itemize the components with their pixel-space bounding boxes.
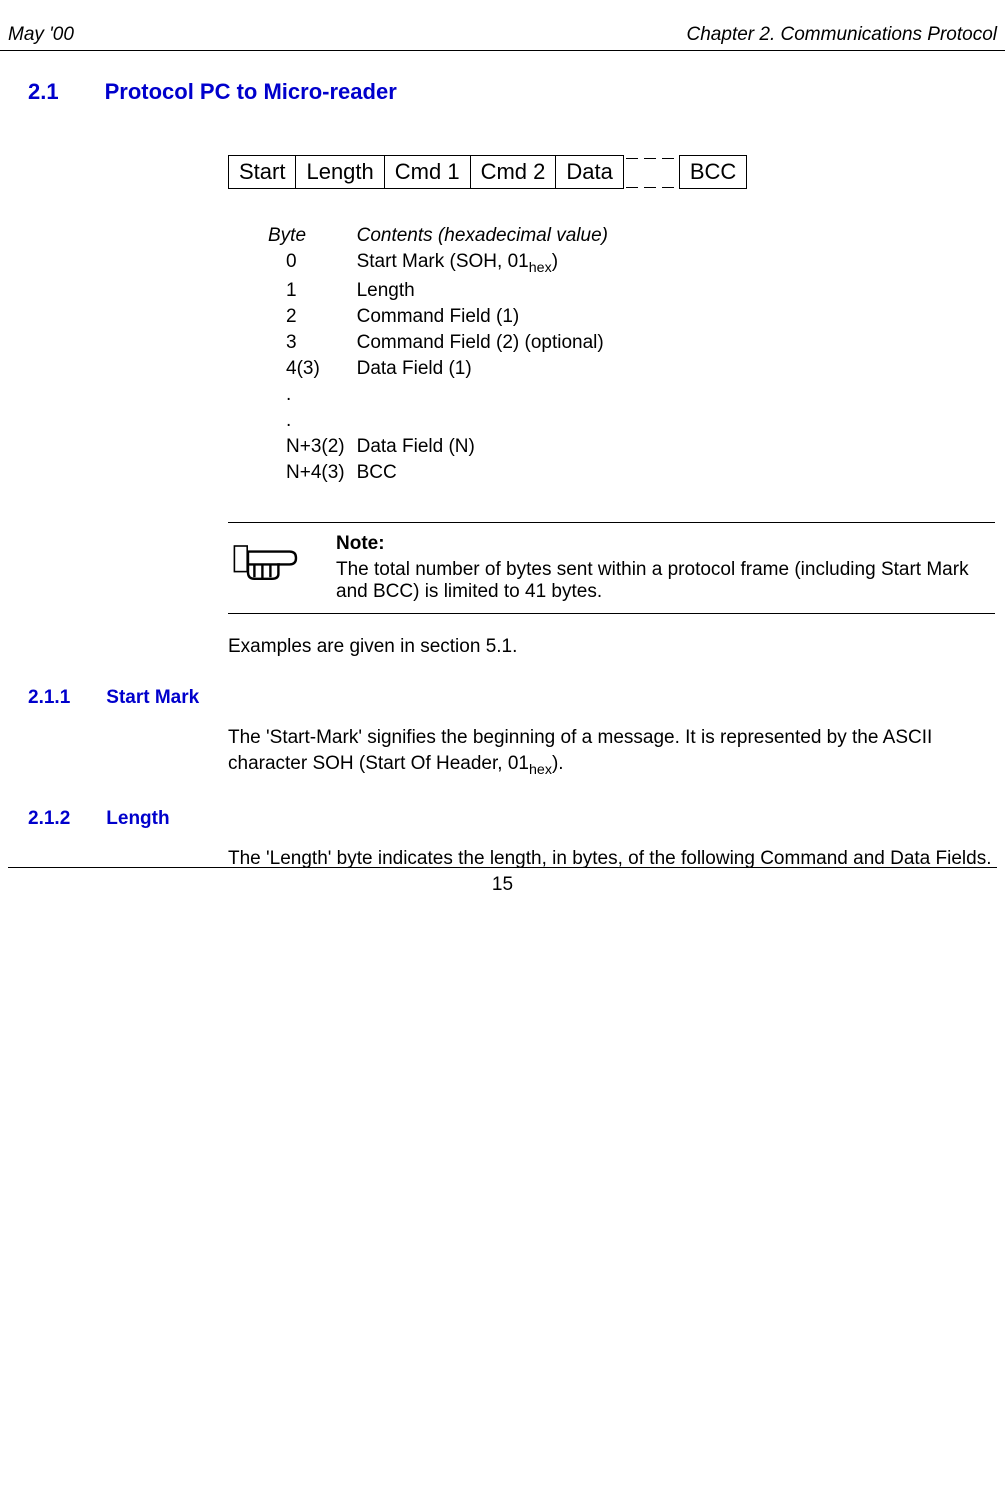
bt-c0: Start Mark (SOH, 01hex) <box>357 249 620 278</box>
bt-c8: BCC <box>357 460 620 486</box>
subsection-211-num: 2.1.1 <box>28 687 70 709</box>
bt-b6: . <box>268 408 357 434</box>
bt-c1: Length <box>357 278 620 304</box>
bt-b3: 3 <box>268 330 357 356</box>
bytetable-head-byte: Byte <box>268 223 357 249</box>
frame-cell-cmd2: Cmd 2 <box>470 155 557 189</box>
note-body: The total number of bytes sent within a … <box>336 559 991 603</box>
page-number: 15 <box>8 867 997 896</box>
frame-cell-length: Length <box>295 155 384 189</box>
examples-text: Examples are given in section 5.1. <box>228 634 995 660</box>
section-title: Protocol PC to Micro-reader <box>105 79 397 105</box>
byte-table: Byte Contents (hexadecimal value) 0 Star… <box>268 223 620 486</box>
subsection-212-title: Length <box>106 808 169 830</box>
section-heading: 2.1 Protocol PC to Micro-reader <box>28 79 995 105</box>
subsection-211-body: The 'Start-Mark' signifies the beginning… <box>228 725 995 780</box>
bt-b1: 1 <box>268 278 357 304</box>
note-title: Note: <box>336 533 991 555</box>
bt-c3: Command Field (2) (optional) <box>357 330 620 356</box>
subsection-212: 2.1.2 Length <box>28 808 995 830</box>
protocol-frame-diagram: Start Length Cmd 1 Cmd 2 Data BCC <box>228 155 995 189</box>
section-number: 2.1 <box>28 79 59 105</box>
bt-b7: N+3(2) <box>268 434 357 460</box>
bt-c7: Data Field (N) <box>357 434 620 460</box>
header-left: May '00 <box>8 24 74 46</box>
bt-c2: Command Field (1) <box>357 304 620 330</box>
subsection-211-title: Start Mark <box>106 687 199 709</box>
bt-c4: Data Field (1) <box>357 356 620 382</box>
subsection-211: 2.1.1 Start Mark <box>28 687 995 709</box>
bt-c6 <box>357 408 620 434</box>
header-right: Chapter 2. Communications Protocol <box>687 24 997 46</box>
bt-b4: 4(3) <box>268 356 357 382</box>
frame-cell-bcc: BCC <box>679 155 747 189</box>
bytetable-head-contents: Contents (hexadecimal value) <box>357 223 620 249</box>
note-box: Note: The total number of bytes sent wit… <box>228 522 995 614</box>
bt-b5: . <box>268 382 357 408</box>
bt-b8: N+4(3) <box>268 460 357 486</box>
bt-c5 <box>357 382 620 408</box>
frame-cell-start: Start <box>228 155 296 189</box>
bt-b2: 2 <box>268 304 357 330</box>
subsection-212-num: 2.1.2 <box>28 808 70 830</box>
pointing-hand-icon <box>232 533 312 589</box>
frame-cell-cmd1: Cmd 1 <box>384 155 471 189</box>
bt-b0: 0 <box>268 249 357 278</box>
frame-cell-data: Data <box>555 155 623 189</box>
